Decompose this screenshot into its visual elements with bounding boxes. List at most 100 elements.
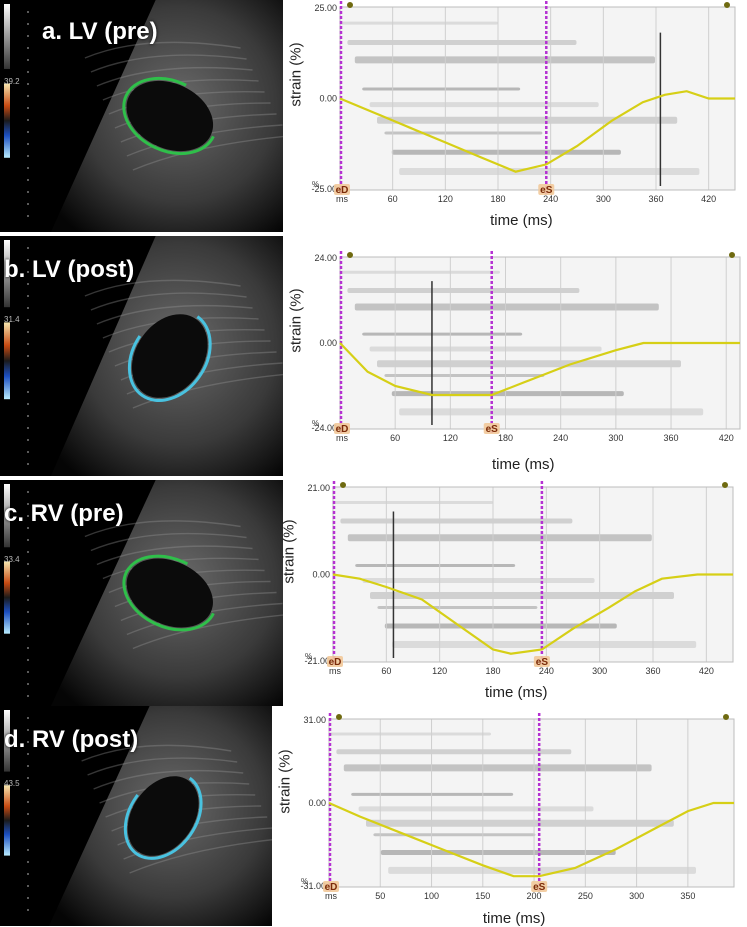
y-unit-symbol: % [301,877,308,886]
panel-label: a. LV (pre) [42,18,158,45]
x-unit-label: ms [329,666,341,676]
wall-tracking-trace [127,310,212,402]
right-corner-dot [722,482,728,488]
left-corner-dot [347,252,353,258]
x-tick-label: 240 [539,666,554,676]
left-corner-dot [340,482,346,488]
x-tick-label: 180 [498,433,513,443]
x-tick-label: 180 [485,666,500,676]
y-unit-symbol: % [305,652,312,661]
strain-curve [339,341,740,397]
ultrasound-view [4,706,272,926]
x-tick-label: 250 [578,891,593,901]
y-tick-label: -24.00 [311,423,337,433]
right-corner-dot [729,252,735,258]
svg-text:eS: eS [540,185,553,196]
x-tick-label: 300 [608,433,623,443]
eD-label: eD [334,423,350,435]
x-tick-label: 180 [490,194,505,204]
y-axis-label: strain (%) [287,41,305,107]
x-axis-label: time (ms) [485,684,548,701]
x-tick-label: 200 [527,891,542,901]
svg-text:eS: eS [486,424,499,435]
x-tick-label: 350 [680,891,695,901]
echo-image [0,236,283,476]
left-corner-dot [347,2,353,8]
x-tick-label: 150 [475,891,490,901]
y-unit-symbol: % [312,180,319,189]
x-tick-label: 300 [592,666,607,676]
y-tick-label: -21.00 [304,656,330,666]
panel-label: c. RV (pre) [4,500,124,527]
x-tick-label: 120 [438,194,453,204]
x-tick-label: 420 [701,194,716,204]
y-tick-label: -31.00 [300,881,326,891]
wall-tracking-trace [122,76,218,156]
y-tick-label: 0.00 [308,798,326,808]
x-tick-label: 420 [699,666,714,676]
x-tick-label: 120 [432,666,447,676]
svg-text:eD: eD [336,185,349,196]
y-tick-label: 21.00 [307,483,330,493]
y-tick-label: -25.00 [311,184,337,194]
y-unit-symbol: % [312,419,319,428]
x-tick-label: 60 [381,666,391,676]
strain-plot: 24.00 0.00 -24.00% ms 60 120 180 240 300 360 420 eD… [311,251,741,443]
strain-curve [328,801,734,878]
x-tick-label: 60 [388,194,398,204]
x-tick-label: 360 [648,194,663,204]
svg-text:eD: eD [329,657,342,668]
svg-text:eS: eS [536,657,549,668]
strain-curve [339,90,735,173]
eS-label: eS [538,184,555,196]
color-scale-value: 31.4 [4,315,20,325]
y-tick-label: 0.00 [312,570,330,580]
echo-image [0,706,272,926]
x-unit-label: ms [336,433,348,443]
x-axis-label: time (ms) [482,910,546,927]
x-tick-label: 120 [443,433,458,443]
x-unit-label: ms [325,891,337,901]
y-tick-label: 31.00 [303,715,326,725]
color-scale-value: 39.2 [4,76,20,86]
x-unit-label: ms [336,194,348,204]
x-tick-label: 240 [553,433,568,443]
color-scale-value: 33.4 [4,554,20,564]
x-tick-label: 60 [390,433,400,443]
panel-a: a. LV (pre) 39.2 [0,0,747,232]
x-tick-label: 300 [629,891,644,901]
right-corner-dot [724,2,730,8]
strain-plot: 25.00 0.00 -25.00% ms 60 120 180 240 300 360 420 eD… [311,1,736,204]
y-tick-label: 0.00 [319,94,337,104]
x-tick-label: 100 [424,891,439,901]
panel-c: c. RV (pre) 33.4 [0,480,747,706]
x-axis-label: time (ms) [492,456,555,473]
strain-plot: 21.00 0.00 -21.00% ms 60 120 180 240 300 360 420 eD… [304,481,734,676]
x-tick-label: 360 [664,433,679,443]
eS-label: eS [531,881,548,893]
svg-text:eS: eS [533,882,546,893]
x-tick-label: 50 [375,891,385,901]
x-tick-label: 360 [645,666,660,676]
eS-label: eS [533,656,550,668]
x-tick-label: 240 [543,194,558,204]
echo-image [0,0,283,232]
panel-label: b. LV (post) [4,256,135,283]
svg-text:eD: eD [325,882,338,893]
panel-b: b. LV (post) 31.4 [0,236,747,476]
x-axis-label: time (ms) [490,212,553,229]
svg-text:eD: eD [336,424,349,435]
ultrasound-view [4,236,283,476]
eS-label: eS [483,423,500,435]
y-axis-label: strain (%) [287,288,305,353]
left-corner-dot [336,714,342,720]
color-scale-value: 43.5 [4,778,20,788]
strain-curve [332,573,733,655]
x-tick-label: 300 [596,194,611,204]
eD-label: eD [334,184,350,196]
y-tick-label: 0.00 [319,338,337,348]
x-tick-label: 420 [719,433,734,443]
panel-label: d. RV (post) [4,726,139,753]
panel-d: d. RV (post) 43.5 [0,706,747,926]
eD-label: eD [327,656,343,668]
